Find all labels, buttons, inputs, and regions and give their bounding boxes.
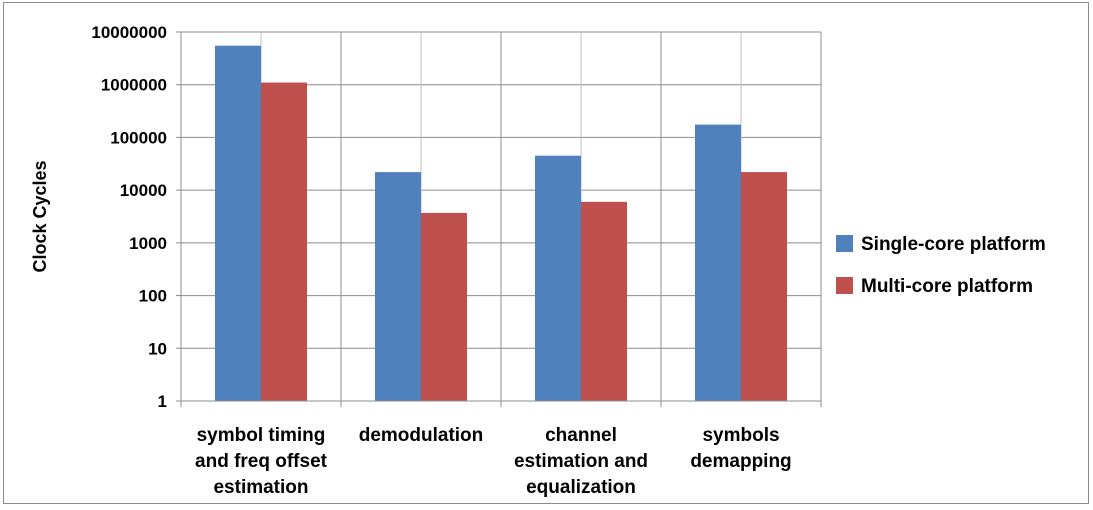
y-tick-label: 1000	[129, 234, 167, 253]
axes	[176, 31, 821, 402]
x-category-label: symbols demapping	[690, 425, 791, 472]
legend-swatch	[836, 235, 853, 252]
bar-single-core	[695, 124, 741, 401]
legend: Single-core platform Multi-core platform	[836, 234, 1046, 297]
y-tick-label: 1000000	[101, 76, 167, 95]
bar-multi-core	[261, 82, 307, 402]
x-category-labels: symbol timing and freq offset estimation de…	[195, 425, 792, 498]
y-tick-label: 10000000	[91, 23, 167, 42]
y-tick-label: 100000	[110, 128, 167, 147]
y-axis-title: Clock Cycles	[30, 160, 50, 272]
bar-single-core	[535, 155, 581, 401]
y-tick-labels: 1 10 100 1000 10000 100000 1000000 10000000	[91, 23, 167, 411]
bar-multi-core	[581, 201, 627, 401]
bar-multi-core	[421, 212, 467, 401]
legend-label: Multi-core platform	[861, 276, 1033, 297]
y-tick-label: 1	[158, 392, 167, 411]
bars	[215, 45, 787, 402]
y-tick-label: 10	[148, 339, 167, 358]
y-tick-label: 10000	[120, 181, 167, 200]
x-category-label: symbol timing and freq offset estimation	[195, 425, 328, 498]
y-tick-label: 100	[139, 287, 167, 306]
bar-single-core	[215, 45, 261, 402]
legend-swatch	[836, 277, 853, 294]
legend-label: Single-core platform	[861, 234, 1046, 255]
x-category-label: channel estimation and equalization	[514, 425, 648, 498]
chart-frame: 1 10 100 1000 10000 100000 1000000 10000000 sym…	[3, 2, 1089, 504]
bar-single-core	[375, 172, 421, 401]
x-category-label: demodulation	[359, 425, 484, 446]
bar-multi-core	[741, 172, 787, 401]
bar-chart: 1 10 100 1000 10000 100000 1000000 10000000 sym…	[30, 23, 1046, 498]
